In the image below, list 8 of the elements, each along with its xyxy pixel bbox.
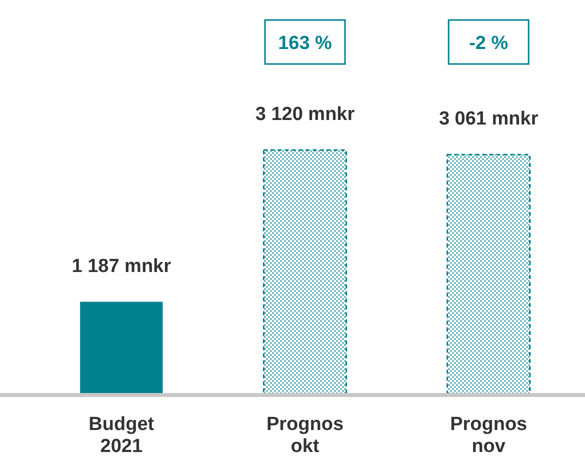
text: 163 % <box>278 33 332 54</box>
data-label: 3 120 mnkr <box>255 104 356 125</box>
text: -2 % <box>469 33 508 54</box>
x-tick-label: Prognos okt <box>266 414 344 457</box>
x-tick-label: Budget 2021 <box>88 414 155 457</box>
data-label: 1 187 mnkr <box>72 256 172 277</box>
x-tick-label: Prognos nov <box>450 414 528 457</box>
data-label: 3 061 mnkr <box>438 108 539 130</box>
